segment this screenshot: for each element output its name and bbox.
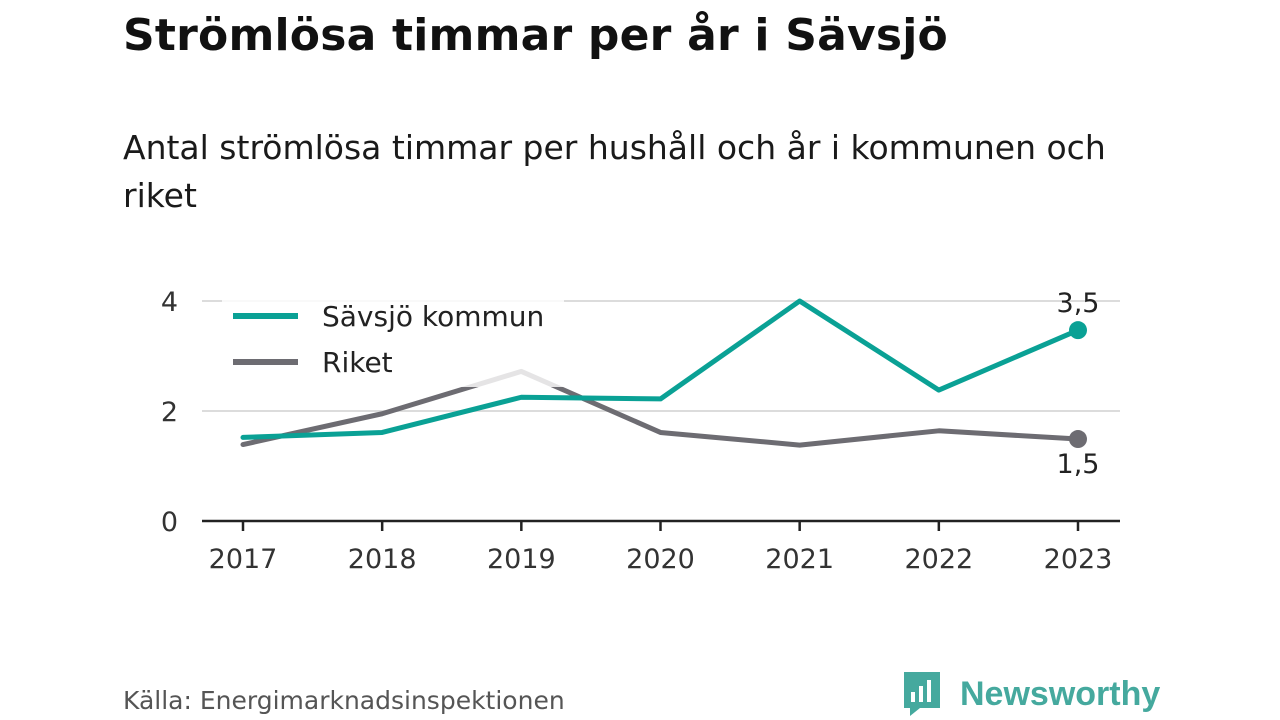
data-label: 1,5: [1057, 449, 1100, 480]
x-tick-label: 2017: [209, 544, 278, 575]
y-tick-label: 2: [161, 397, 178, 428]
x-tick-label: 2022: [904, 544, 973, 575]
y-tick-label: 0: [161, 507, 178, 538]
brand-logo: Newsworthy: [902, 670, 1160, 718]
legend-background: [222, 291, 564, 387]
series-line-riket: [240, 368, 1081, 448]
newsworthy-logo-icon: [904, 672, 940, 716]
x-tick-label: 2023: [1044, 544, 1113, 575]
end-point: [1069, 430, 1087, 449]
series-line-savsjo: [240, 298, 1081, 440]
source-note: Källa: Energimarknadsinspektionen: [123, 686, 565, 715]
x-tick-label: 2018: [348, 544, 417, 575]
x-tick-label: 2019: [487, 544, 556, 575]
data-label: 3,5: [1057, 288, 1100, 319]
x-tick-label: 2020: [626, 544, 695, 575]
x-tick-label: 2021: [765, 544, 834, 575]
chart-title: Strömlösa timmar per år i Sävsjö: [123, 10, 948, 61]
legend-label: Sävsjö kommun: [322, 300, 544, 333]
brand-name: Newsworthy: [960, 674, 1161, 713]
chart-subtitle: Antal strömlösa timmar per hushåll och å…: [123, 128, 1106, 215]
legend-label: Riket: [322, 346, 393, 379]
end-point: [1069, 321, 1087, 340]
y-tick-label: 4: [161, 287, 178, 318]
